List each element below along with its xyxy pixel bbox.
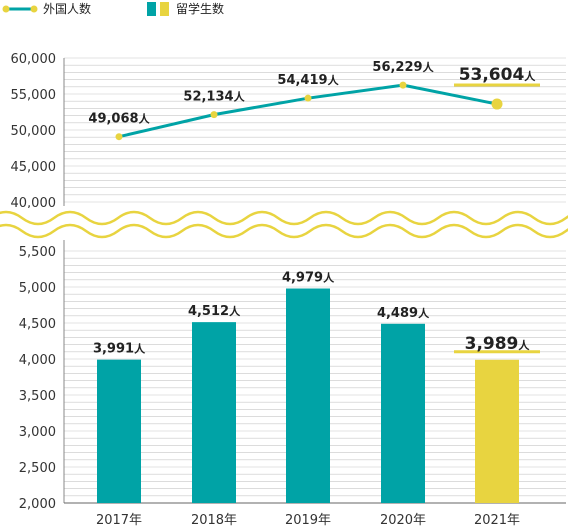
legend-line-dot-left — [2, 5, 10, 13]
bar-data-label-4: 3,989人 — [465, 334, 531, 354]
upper-y-tick-label: 60,000 — [11, 52, 57, 67]
x-axis-ticks: 2017年 2018年 2019年 2020年 2021年 — [96, 513, 520, 528]
line-point-2 — [304, 94, 312, 102]
line-point-4 — [491, 98, 503, 110]
line-data-label-0: 49,068人 — [88, 112, 150, 127]
bar-data-label-0: 3,991人 — [93, 342, 146, 357]
lower-y-tick-label: 5,500 — [19, 245, 56, 260]
legend-line-label: 外国人数 — [43, 1, 91, 16]
x-tick-label: 2018年 — [191, 513, 237, 528]
x-tick-label: 2017年 — [96, 513, 142, 528]
axis-break-wave-top — [0, 210, 568, 226]
axis-break — [0, 208, 568, 240]
bar-3 — [381, 323, 425, 503]
legend-line-dot-right — [30, 5, 38, 13]
labels: 49,068人 52,134人 54,419人 56,229人 53,604人 3,991… — [88, 60, 540, 357]
upper-y-tick-label: 50,000 — [11, 124, 57, 139]
lower-y-tick-label: 5,000 — [19, 281, 56, 296]
bar-2 — [286, 288, 330, 503]
legend-bar-swatch-yellow — [160, 2, 169, 16]
line-data-label-2: 54,419人 — [277, 73, 339, 88]
legend-bar-swatch-teal — [147, 2, 156, 16]
line-data-label-1: 52,134人 — [183, 90, 245, 105]
upper-y-tick-label: 40,000 — [11, 196, 57, 211]
line-series — [118, 83, 498, 139]
lower-y-tick-label: 3,500 — [19, 389, 56, 404]
bar-data-label-2: 4,979人 — [282, 271, 335, 286]
lower-y-tick-label: 3,000 — [19, 425, 56, 440]
lower-y-tick-label: 2,000 — [19, 497, 56, 512]
line-data-label-3: 56,229人 — [372, 60, 434, 75]
line-layer — [115, 81, 503, 141]
lower-y-tick-label: 4,500 — [19, 317, 56, 332]
line-data-label-4: 53,604人 — [459, 65, 537, 85]
x-tick-label: 2020年 — [380, 513, 426, 528]
line-point-1 — [210, 111, 218, 119]
upper-y-tick-label: 45,000 — [11, 160, 57, 175]
bar-4 — [475, 359, 519, 503]
x-tick-label: 2021年 — [474, 513, 520, 528]
line-point-0 — [115, 133, 123, 141]
legend: 外国人数 留学生数 — [2, 1, 224, 16]
legend-bar-label: 留学生数 — [176, 1, 224, 16]
x-tick-label: 2019年 — [285, 513, 331, 528]
line-point-3 — [399, 81, 407, 89]
bar-1 — [192, 322, 236, 503]
lower-y-tick-label: 4,000 — [19, 353, 56, 368]
bar-data-label-1: 4,512人 — [188, 304, 241, 319]
bar-0 — [97, 359, 141, 503]
bar-data-label-3: 4,489人 — [377, 306, 430, 321]
upper-y-tick-label: 55,000 — [11, 88, 57, 103]
lower-y-tick-label: 2,500 — [19, 461, 56, 476]
bars — [97, 288, 519, 503]
axis-break-wave-bottom — [0, 223, 568, 239]
